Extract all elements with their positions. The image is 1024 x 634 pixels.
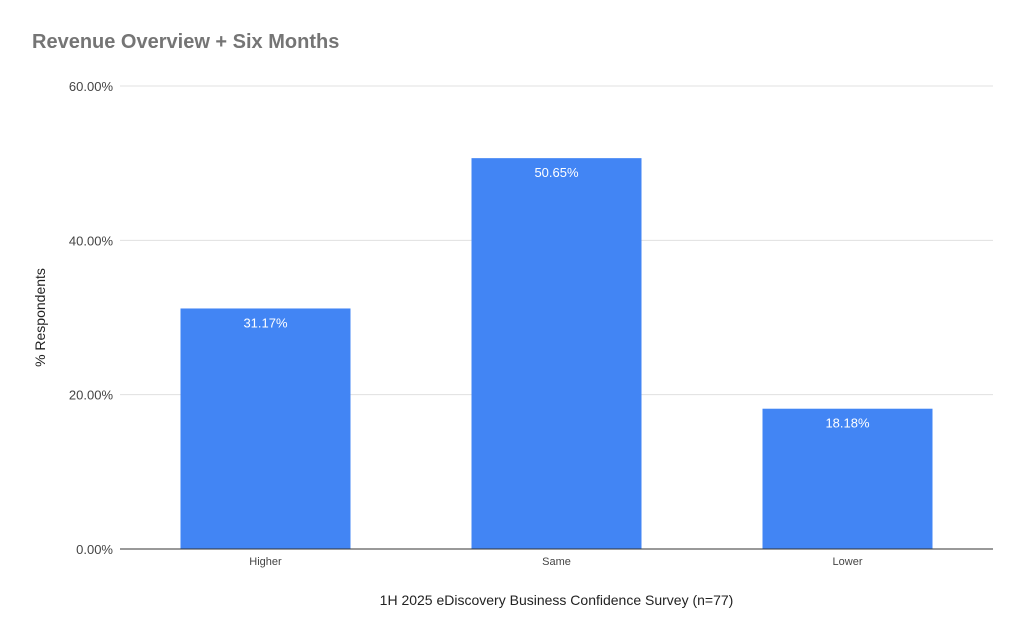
x-tick-label: Lower: [833, 556, 863, 568]
x-axis-title: 1H 2025 eDiscovery Business Confidence S…: [380, 592, 734, 608]
x-tick-label: Higher: [249, 556, 282, 568]
data-label: 31.17%: [243, 315, 288, 330]
chart-title: Revenue Overview + Six Months: [32, 31, 340, 53]
y-tick-label: 60.00%: [69, 79, 114, 94]
y-tick-label: 40.00%: [69, 233, 114, 248]
x-tick-label: Same: [542, 556, 571, 568]
bar-higher: [180, 308, 351, 549]
data-label: 18.18%: [825, 416, 870, 431]
bars: [180, 158, 933, 550]
y-axis-ticks: 0.00% 20.00% 40.00% 60.00%: [69, 79, 114, 557]
bar-same: [471, 158, 642, 550]
y-axis-title: % Respondents: [32, 268, 48, 367]
data-label: 50.65%: [534, 165, 579, 180]
data-labels: 31.17% 50.65% 18.18%: [243, 165, 870, 431]
bar-lower: [762, 408, 933, 549]
y-tick-label: 0.00%: [76, 542, 113, 557]
x-axis-ticks: Higher Same Lower: [249, 556, 863, 568]
y-tick-label: 20.00%: [69, 388, 114, 403]
